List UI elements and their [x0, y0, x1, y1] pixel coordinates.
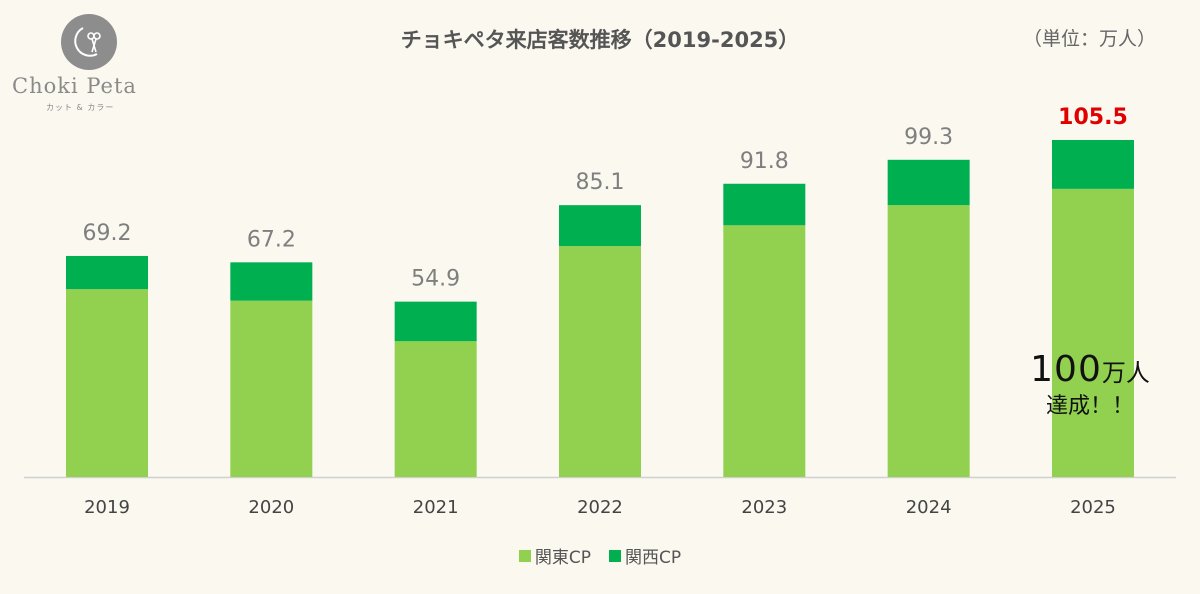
- bar-kanto-2025: [1051, 188, 1134, 477]
- legend-item-kanto: 関東CP: [518, 543, 591, 568]
- x-tick-2019: 2019: [84, 497, 130, 518]
- logo-name: Choki Peta: [12, 74, 137, 98]
- bar-kanto-2024: [887, 205, 970, 477]
- legend-swatch-kansai: [609, 549, 621, 562]
- bar-kanto-2023: [723, 225, 806, 477]
- legend-swatch-kanto: [518, 549, 531, 562]
- unit-label: （単位：万人）: [1022, 28, 1156, 50]
- legend: 関東CP 関西CP: [0, 543, 1200, 568]
- bar-kanto-2022: [558, 246, 641, 477]
- logo: Choki Peta カット & カラー: [8, 12, 158, 122]
- x-tick-2023: 2023: [741, 497, 787, 518]
- milestone-line1: 100万人: [1010, 352, 1170, 391]
- x-tick-2025: 2025: [1070, 497, 1116, 518]
- total-label-2021: 54.9: [411, 267, 460, 292]
- chart-title: チョキペタ来店客数推移（2019-2025）: [400, 28, 800, 52]
- x-tick-2022: 2022: [577, 497, 623, 518]
- x-tick-2024: 2024: [906, 497, 952, 518]
- legend-label-kansai: 関西CP: [625, 548, 682, 568]
- bar-kansai-2023: [723, 183, 806, 226]
- milestone-annotation: 100万人 達成！！: [1010, 352, 1170, 421]
- bar-kansai-2021: [394, 301, 477, 342]
- total-label-2022: 85.1: [575, 170, 624, 195]
- bar-kansai-2019: [66, 255, 148, 290]
- x-tick-2021: 2021: [413, 497, 459, 518]
- total-label-2024: 99.3: [904, 125, 953, 150]
- total-label-2025: 105.5: [1058, 105, 1128, 130]
- total-label-2019: 69.2: [83, 221, 132, 246]
- logo-subtitle: カット & カラー: [46, 103, 115, 112]
- scissors-icon: [61, 14, 117, 70]
- milestone-line2: 達成！！: [1045, 394, 1134, 419]
- bar-kanto-2021: [394, 341, 477, 477]
- bar-kanto-2019: [66, 289, 148, 477]
- legend-item-kansai: 関西CP: [609, 543, 681, 568]
- milestone-unit: 万人: [1101, 359, 1150, 387]
- bar-kansai-2025: [1051, 140, 1134, 189]
- total-label-2020: 67.2: [247, 227, 296, 252]
- total-label-2023: 91.8: [740, 149, 789, 174]
- bar-kansai-2024: [887, 159, 970, 206]
- legend-label-kanto: 関東CP: [534, 548, 591, 568]
- x-tick-2020: 2020: [248, 497, 294, 518]
- milestone-number: 100: [1030, 349, 1102, 390]
- bar-kansai-2022: [558, 205, 641, 247]
- bar-kanto-2020: [230, 300, 313, 477]
- bar-kansai-2020: [230, 262, 313, 301]
